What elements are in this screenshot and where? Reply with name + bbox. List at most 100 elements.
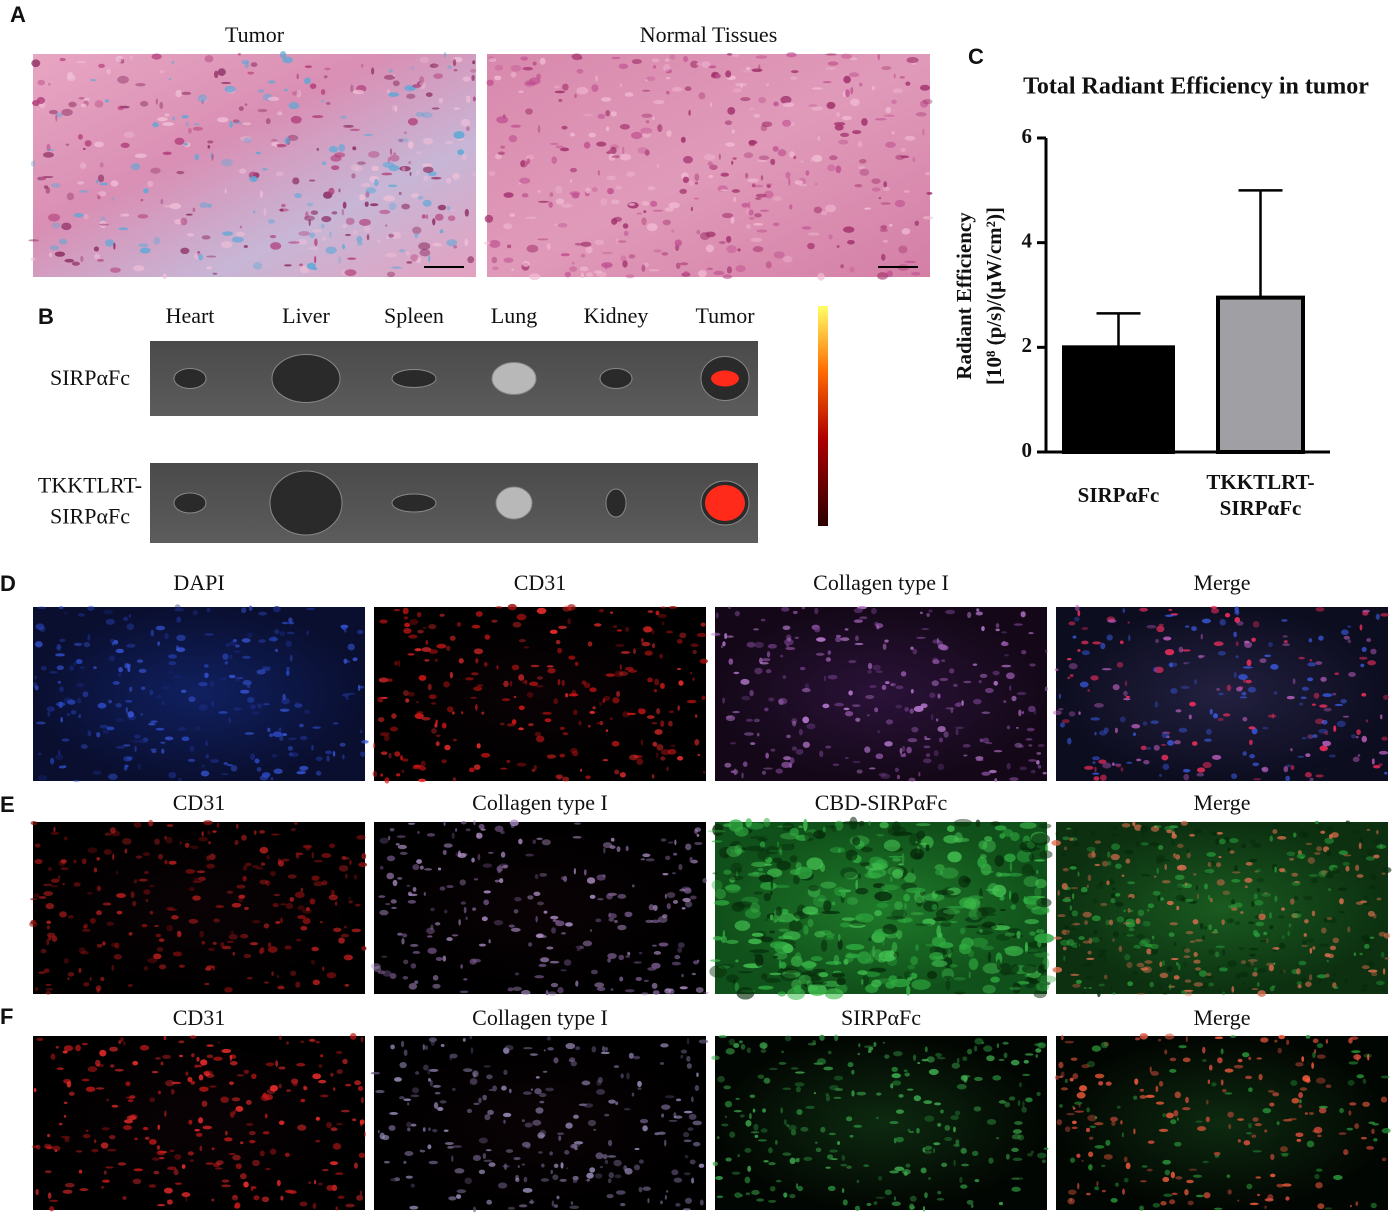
texture [1364,943,1370,950]
texture [652,990,660,995]
texture [461,153,467,161]
texture [928,609,933,613]
texture [1278,942,1286,949]
texture [573,1141,581,1148]
texture [657,1131,666,1135]
texture [434,1091,441,1095]
texture [698,269,707,278]
texture [1249,753,1256,759]
texture [397,932,403,936]
texture [815,1141,818,1144]
texture [1012,982,1021,994]
texture [615,1101,619,1106]
texture [827,1154,834,1160]
texture [555,145,564,149]
texture [899,747,903,755]
texture [164,113,170,117]
texture [199,1086,209,1092]
texture [294,891,305,899]
texture [547,1047,554,1051]
texture [933,750,939,757]
texture [1145,1094,1155,1098]
texture [1269,912,1272,919]
texture [217,1041,221,1044]
texture [525,81,537,86]
texture [851,1069,855,1075]
texture [83,982,90,987]
texture [1295,1132,1304,1138]
texture [586,1178,590,1182]
texture [906,746,912,754]
texture [741,202,749,208]
texture [679,188,687,194]
texture [745,1120,752,1127]
texture [562,776,570,782]
texture [636,212,643,215]
texture [1269,1173,1276,1178]
texture [905,887,926,894]
texture [1302,1075,1311,1082]
texture [801,687,811,693]
texture [891,1066,899,1072]
texture [135,82,146,87]
texture [404,622,411,628]
texture [428,649,439,654]
texture [776,912,795,923]
texture [359,751,366,757]
texture [1226,684,1232,692]
texture [625,274,635,279]
texture [939,737,943,743]
texture [1371,758,1375,765]
texture [1214,1036,1224,1040]
texture [147,957,158,964]
texture [575,1046,581,1051]
texture [831,901,836,906]
texture [1290,1080,1298,1086]
texture [143,188,149,194]
texture [770,890,773,896]
texture [195,1132,203,1137]
texture [560,253,570,257]
texture [166,824,174,827]
texture [913,705,924,713]
texture [914,220,919,226]
texture [1362,609,1371,613]
texture [359,193,365,201]
texture [754,213,762,218]
texture [715,612,719,619]
texture [194,153,200,161]
texture [242,122,252,126]
texture [613,1065,620,1069]
texture [1150,826,1160,832]
texture [1308,974,1313,981]
texture [1155,857,1164,864]
texture [1162,763,1170,770]
texture [994,778,998,783]
texture [1034,933,1055,944]
image [715,1036,1047,1210]
texture [500,145,506,149]
texture [539,57,546,65]
texture [1207,982,1214,987]
texture [933,1102,942,1106]
texture [230,654,233,660]
texture [169,203,182,210]
texture [1146,948,1152,955]
texture [576,68,584,74]
texture [658,942,669,947]
texture [1034,886,1042,898]
texture [169,1149,175,1153]
texture [314,238,318,247]
texture [622,711,631,718]
texture [1286,851,1296,857]
texture [521,193,529,198]
texture [1293,895,1299,901]
texture [419,766,427,771]
texture [781,761,791,768]
texture [1037,743,1045,748]
texture [656,744,664,751]
texture [549,960,560,964]
texture [1380,951,1385,958]
texture [188,1119,193,1125]
texture [397,844,407,850]
